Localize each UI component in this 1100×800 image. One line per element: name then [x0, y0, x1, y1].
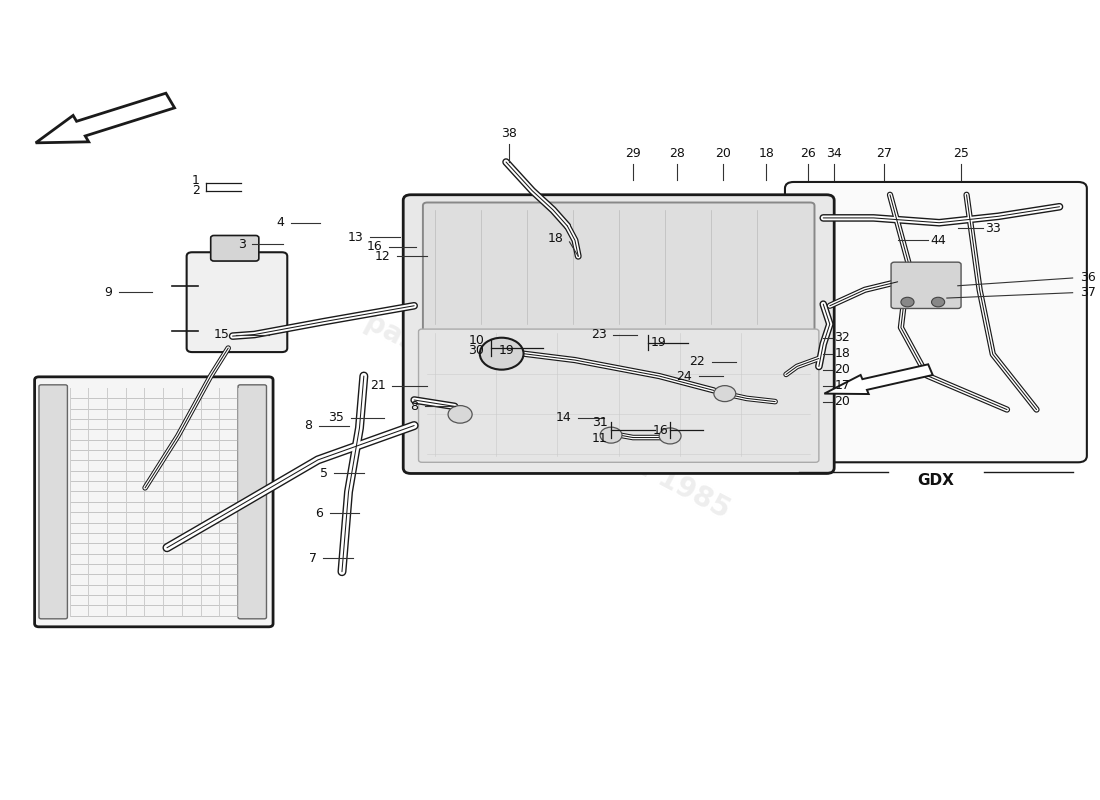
Text: 8: 8 — [410, 400, 418, 413]
Text: 9: 9 — [104, 286, 112, 298]
FancyBboxPatch shape — [238, 385, 266, 619]
Text: passionforparts.com 1985: passionforparts.com 1985 — [361, 307, 735, 525]
Text: 19: 19 — [498, 344, 514, 357]
Text: 4: 4 — [276, 216, 284, 230]
Text: 38: 38 — [502, 127, 517, 141]
Text: 22: 22 — [690, 355, 705, 368]
Text: GDX: GDX — [917, 474, 955, 489]
Text: 18: 18 — [758, 147, 774, 161]
Text: 36: 36 — [1080, 271, 1096, 285]
Text: 3: 3 — [238, 238, 245, 250]
Text: 23: 23 — [591, 328, 607, 341]
Text: 6: 6 — [316, 507, 323, 520]
Text: 33: 33 — [986, 222, 1001, 234]
Text: 11: 11 — [592, 432, 608, 445]
Circle shape — [932, 298, 945, 307]
Text: 26: 26 — [800, 147, 816, 161]
Text: 19: 19 — [650, 336, 667, 349]
FancyBboxPatch shape — [785, 182, 1087, 462]
Text: 15: 15 — [213, 328, 229, 341]
Text: 31: 31 — [592, 416, 608, 429]
Circle shape — [714, 386, 736, 402]
FancyBboxPatch shape — [211, 235, 258, 261]
Text: 37: 37 — [1080, 286, 1097, 299]
Text: 32: 32 — [834, 331, 850, 344]
Circle shape — [659, 428, 681, 444]
Polygon shape — [824, 364, 933, 394]
Text: 16: 16 — [652, 424, 668, 437]
Text: 8: 8 — [305, 419, 312, 432]
Text: 28: 28 — [669, 147, 684, 161]
Text: 17: 17 — [834, 379, 850, 392]
Polygon shape — [35, 93, 175, 143]
Text: 18: 18 — [548, 232, 564, 245]
Text: 25: 25 — [953, 147, 969, 161]
Text: 7: 7 — [309, 552, 317, 565]
Text: 10: 10 — [469, 334, 484, 347]
Text: 5: 5 — [320, 467, 328, 480]
Text: 30: 30 — [469, 344, 484, 357]
Text: 13: 13 — [348, 230, 364, 243]
FancyBboxPatch shape — [891, 262, 961, 309]
FancyBboxPatch shape — [39, 385, 67, 619]
FancyBboxPatch shape — [34, 377, 273, 627]
Circle shape — [480, 338, 524, 370]
Text: 2: 2 — [191, 184, 200, 198]
Circle shape — [601, 427, 621, 443]
Text: 35: 35 — [328, 411, 344, 424]
Text: 34: 34 — [826, 147, 843, 161]
Text: 1: 1 — [191, 174, 200, 187]
Text: 29: 29 — [625, 147, 641, 161]
FancyBboxPatch shape — [418, 329, 818, 462]
Text: 20: 20 — [834, 363, 850, 376]
Text: 16: 16 — [366, 240, 383, 253]
FancyBboxPatch shape — [422, 202, 814, 332]
FancyBboxPatch shape — [187, 252, 287, 352]
Text: 18: 18 — [834, 347, 850, 360]
Text: 12: 12 — [374, 250, 390, 262]
Text: 14: 14 — [556, 411, 572, 424]
Text: 21: 21 — [370, 379, 386, 392]
Text: 20: 20 — [834, 395, 850, 408]
Text: 24: 24 — [676, 370, 692, 382]
Text: 27: 27 — [877, 147, 892, 161]
Text: 20: 20 — [715, 147, 730, 161]
Circle shape — [901, 298, 914, 307]
Text: 44: 44 — [931, 234, 946, 246]
FancyBboxPatch shape — [404, 194, 834, 474]
Circle shape — [448, 406, 472, 423]
